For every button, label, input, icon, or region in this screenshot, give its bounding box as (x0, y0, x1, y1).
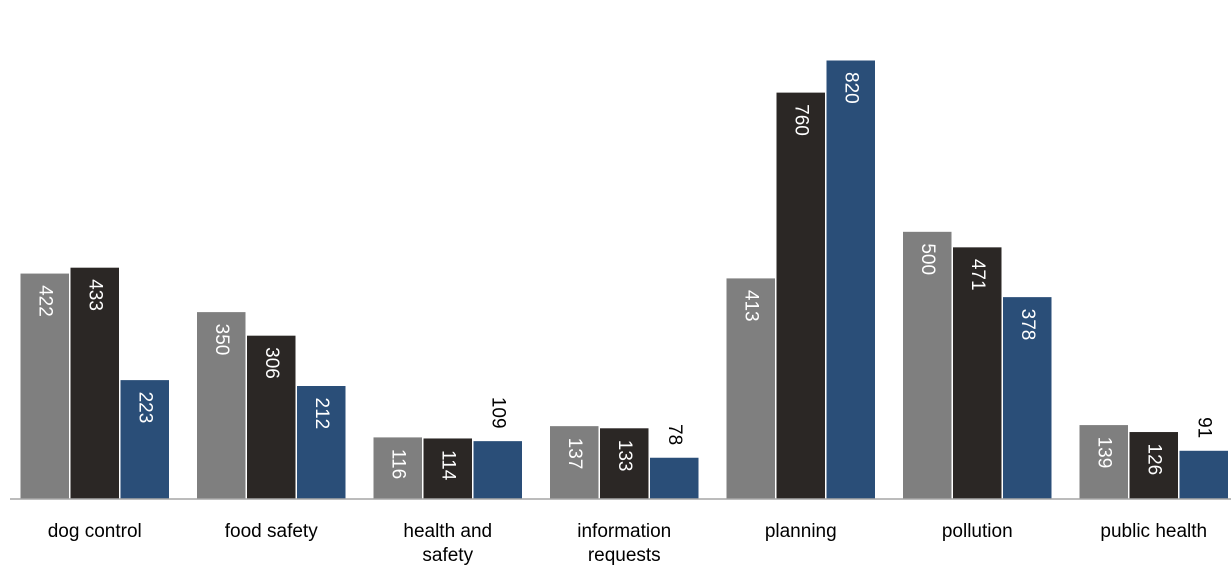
value-label-pollution-s2: 471 (967, 259, 988, 291)
value-label-health-and-safety-s1: 116 (387, 449, 408, 479)
category-label-line: dog control (48, 521, 142, 542)
category-labels-group: dog control food safety health and safety in… (48, 521, 1207, 566)
bar-pollution-s1 (902, 230, 953, 500)
category-label-line: public health (1100, 521, 1207, 542)
category-label-line: information (577, 521, 671, 542)
value-label-health-and-safety-s2: 114 (437, 450, 458, 481)
category-label-line: health and (403, 521, 492, 542)
bars-group (19, 59, 1229, 500)
value-label-food-safety-s2: 306 (261, 347, 282, 379)
bar-public-health-s3 (1178, 449, 1229, 500)
value-label-pollution-s1: 500 (917, 243, 938, 275)
bar-food-safety-s1 (196, 311, 247, 500)
bar-information-requests-s2 (599, 427, 650, 500)
value-label-planning-s1: 413 (740, 290, 761, 322)
bar-dog-control-s3 (119, 379, 170, 500)
value-label-health-and-safety-s3: 109 (487, 397, 508, 429)
value-label-information-requests-s3: 78 (664, 424, 685, 445)
bar-public-health-s2 (1128, 431, 1179, 500)
value-label-food-safety-s1: 350 (211, 324, 232, 356)
value-label-information-requests-s2: 133 (614, 440, 635, 472)
bar-food-safety-s2 (246, 334, 297, 500)
bar-health-and-safety-s2 (422, 437, 473, 500)
bar-dog-control-s1 (19, 272, 70, 500)
value-label-planning-s3: 820 (840, 72, 861, 104)
category-label-information-requests: information requests (577, 521, 671, 566)
bar-information-requests-s3 (649, 456, 700, 500)
value-labels-group: 422 433 223 350 306 212 116 114 109 137 133 78 413 76… (34, 72, 1214, 481)
bar-planning-s3 (825, 59, 876, 500)
value-label-planning-s2: 760 (790, 104, 811, 136)
bar-planning-s2 (775, 91, 826, 500)
value-label-public-health-s2: 126 (1143, 444, 1164, 476)
category-label-line: planning (765, 521, 837, 542)
category-label-health-and-safety: health and safety (403, 521, 492, 566)
category-label-line: pollution (942, 521, 1013, 542)
category-label-line: requests (588, 545, 661, 566)
category-label-public-health: public health (1100, 521, 1207, 542)
category-label-pollution: pollution (942, 521, 1013, 542)
bar-pollution-s2 (952, 246, 1003, 500)
value-label-public-health-s1: 139 (1093, 437, 1114, 469)
category-label-food-safety: food safety (225, 521, 318, 542)
bar-food-safety-s3 (296, 385, 347, 500)
bar-health-and-safety-s3 (472, 440, 523, 500)
value-label-information-requests-s1: 137 (564, 438, 585, 470)
category-label-planning: planning (765, 521, 837, 542)
value-label-public-health-s3: 91 (1193, 417, 1214, 438)
category-label-line: food safety (225, 521, 318, 542)
bar-dog-control-s2 (69, 266, 120, 500)
bar-pollution-s3 (1002, 296, 1053, 500)
category-label-line: safety (422, 545, 473, 566)
value-label-dog-control-s1: 422 (34, 285, 55, 317)
value-label-dog-control-s2: 433 (84, 279, 105, 311)
value-label-dog-control-s3: 223 (134, 392, 155, 424)
category-label-dog-control: dog control (48, 521, 142, 542)
value-label-pollution-s3: 378 (1017, 309, 1038, 341)
value-label-food-safety-s3: 212 (311, 398, 332, 430)
